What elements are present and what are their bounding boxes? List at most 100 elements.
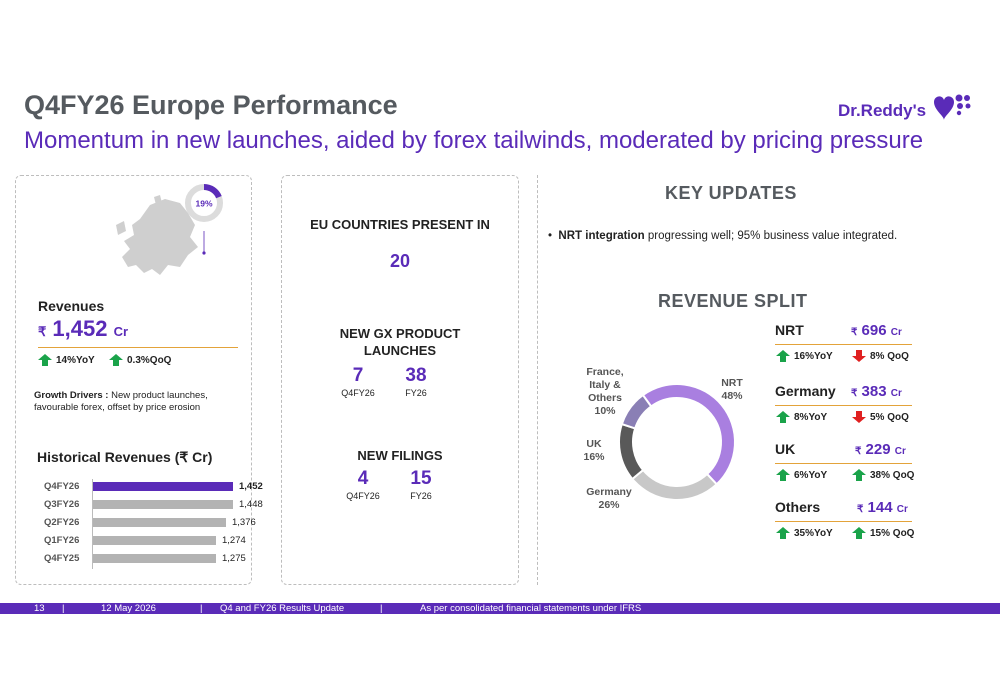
segment-yoy-text: 8%YoY [794, 411, 828, 423]
uk-name: UK [586, 438, 602, 450]
rupee-symbol: ₹ [851, 388, 858, 399]
revenues-title: Revenues [38, 298, 105, 314]
rupee-symbol: ₹ [851, 327, 858, 338]
segment-name: Others [775, 499, 821, 515]
donut-label-uk: UK 16% [574, 438, 614, 464]
logo-molecule-icon [934, 94, 971, 120]
arrow-down-icon [852, 411, 866, 423]
segment-yoy: 6%YoY [776, 469, 827, 481]
bar-value-label: 1,452 [239, 481, 263, 492]
segment-yoy: 8%YoY [776, 411, 827, 423]
donut-label-germany: Germany 26% [580, 486, 638, 512]
nrt-pct: 48% [721, 390, 743, 402]
yoy-text: 14%YoY [56, 354, 95, 366]
bar-value-label: 1,376 [232, 517, 256, 528]
revenue-qoq: 0.3%QoQ [109, 354, 171, 366]
key-updates-title: KEY UPDATES [665, 183, 797, 203]
logo-text: Dr.Reddy's [838, 101, 927, 120]
eu-countries-value: 20 [389, 251, 411, 271]
segment-unit: Cr [896, 504, 908, 515]
revenue-rule [38, 347, 238, 348]
filings-q-label: Q4FY26 [346, 491, 380, 501]
donut-label-fio: France, Italy & Others 10% [578, 366, 632, 418]
growth-label: Growth Drivers : [34, 390, 109, 401]
germany-pct: 26% [598, 499, 620, 511]
donut-slice [620, 393, 653, 430]
segment-value: ₹ 383 Cr [851, 383, 902, 400]
segment-unit: Cr [890, 327, 902, 338]
footer-date: 12 May 2026 [101, 603, 156, 614]
segment-value: ₹ 696 Cr [851, 322, 902, 339]
bar-axis [92, 479, 93, 569]
uk-pct: 16% [583, 451, 605, 463]
segment-qoq: 5% QoQ [852, 411, 909, 423]
revenue-value: ₹ 1,452 Cr [38, 316, 128, 342]
company-logo: Dr.Reddy's [838, 92, 978, 126]
footer-event: Q4 and FY26 Results Update [220, 603, 345, 614]
segment-qoq: 15% QoQ [852, 527, 914, 539]
europe-share-donut: 19% [185, 184, 223, 222]
filings-heading: NEW FILINGS [357, 448, 443, 463]
bar [93, 500, 233, 509]
page-title: Q4FY26 Europe Performance [24, 90, 398, 120]
footer-bar: 13 | 12 May 2026 | Q4 and FY26 Results U… [0, 603, 1000, 614]
qoq-text: 0.3%QoQ [127, 354, 172, 366]
rupee-symbol: ₹ [38, 324, 47, 339]
fio-pct: 10% [594, 405, 616, 417]
arrow-up-icon [776, 411, 790, 423]
arrow-up-icon [852, 527, 866, 539]
bar-category-label: Q3FY26 [44, 499, 80, 510]
fio-line3: Others [588, 392, 622, 404]
segment-yoy-text: 16%YoY [794, 350, 833, 362]
segment-amount: 229 [865, 441, 891, 458]
bar-value-label: 1,274 [222, 535, 246, 546]
revenue-yoy: 14%YoY [38, 354, 95, 366]
segment-amount: 383 [861, 383, 887, 400]
launches-q-label: Q4FY26 [341, 388, 375, 398]
bar [93, 536, 216, 545]
share-label: 19% [195, 199, 212, 209]
segment-value: ₹ 229 Cr [855, 441, 906, 458]
segment-value: ₹ 144 Cr [857, 499, 908, 516]
arrow-up-icon [776, 350, 790, 362]
bullet-text: progressing well; 95% business value int… [644, 230, 898, 242]
growth-drivers: Growth Drivers : New product launches, f… [34, 390, 234, 414]
footer-sep: | [380, 603, 383, 614]
launches-fy-value: 38 [405, 365, 427, 386]
launches-q-value: 7 [352, 365, 364, 386]
eu-countries-heading: EU COUNTRIES PRESENT IN [310, 217, 490, 232]
segment-yoy: 16%YoY [776, 350, 833, 362]
arrow-down-icon [852, 350, 866, 362]
key-update-bullet: • NRT integration progressing well; 95% … [548, 230, 898, 242]
footer-sep: | [200, 603, 203, 614]
rupee-symbol: ₹ [857, 504, 864, 515]
segment-qoq-text: 8% QoQ [870, 350, 909, 362]
segment-yoy: 35%YoY [776, 527, 833, 539]
segment-rule [775, 521, 912, 522]
bar-category-label: Q2FY26 [44, 517, 80, 528]
bar-category-label: Q4FY25 [44, 553, 80, 564]
donut-label-nrt: NRT 48% [712, 377, 752, 403]
segment-rule [775, 405, 912, 406]
arrow-up-icon [38, 354, 52, 366]
bar-value-label: 1,448 [239, 499, 263, 510]
historical-title: Historical Revenues (₹ Cr) [37, 449, 213, 465]
nrt-name: NRT [721, 377, 743, 389]
segment-name: UK [775, 441, 796, 457]
revenue-panel [15, 175, 252, 585]
filings-fy-value: 15 [410, 468, 432, 489]
segment-rule [775, 344, 912, 345]
donut-slice [618, 422, 645, 481]
bar [93, 482, 233, 491]
bar-value-label: 1,275 [222, 553, 246, 564]
segment-amount: 144 [867, 499, 893, 516]
arrow-up-icon [776, 527, 790, 539]
metrics-panel [281, 175, 519, 585]
segment-qoq-text: 5% QoQ [870, 411, 909, 423]
filings-fy-label: FY26 [410, 491, 432, 501]
segment-name: Germany [775, 383, 836, 399]
rupee-symbol: ₹ [855, 446, 862, 457]
bar [93, 518, 226, 527]
arrow-up-icon [109, 354, 123, 366]
launches-fy-label: FY26 [405, 388, 427, 398]
